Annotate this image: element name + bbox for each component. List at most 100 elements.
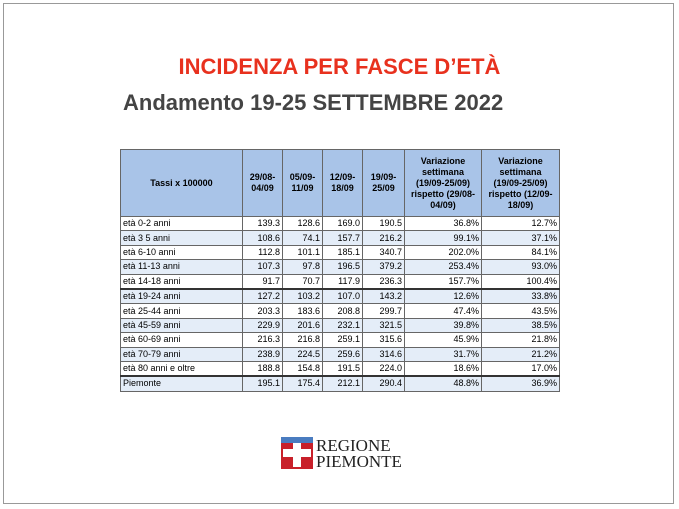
column-header: Variazione settimana (19/09-25/09) rispe… [404, 149, 482, 217]
table-cell: 39.8% [404, 317, 482, 334]
table-row: età 70-79 anni 238.9 224.5 259.6 314.6 31.7% 2… [120, 346, 560, 362]
table-cell: 108.6 [242, 230, 283, 246]
table-row: età 0-2 anni 139.3 128.6 169.0 190.5 36.8% 12.… [120, 215, 560, 232]
column-header: 12/09-18/09 [322, 149, 363, 217]
table-row: età 3 5 anni 108.6 74.1 157.7 216.2 99.1% 37.1… [120, 230, 560, 246]
table-cell: 216.3 [242, 332, 283, 348]
table-cell: 43.5% [481, 303, 560, 319]
row-label: età 70-79 anni [120, 346, 243, 362]
table-cell: 128.6 [282, 215, 323, 232]
table-cell: 99.1% [404, 230, 482, 246]
row-label: età 19-24 anni [120, 287, 243, 305]
table-cell: 48.8% [404, 375, 482, 392]
table-cell: 107.3 [242, 259, 283, 275]
table-cell: 185.1 [322, 244, 363, 261]
table-cell: 101.1 [282, 244, 323, 261]
table-cell: 97.8 [282, 259, 323, 275]
row-label: età 60-69 anni [120, 332, 243, 348]
table-cell: 202.0% [404, 244, 482, 261]
table-row: età 60-69 anni 216.3 216.8 259.1 315.6 45.9% 2… [120, 332, 560, 348]
logo-icon [281, 437, 313, 469]
title: INCIDENZA PER FASCE D’ETÀ [178, 54, 501, 79]
table-cell: 190.5 [362, 215, 405, 232]
row-label: Piemonte [120, 375, 243, 392]
column-header: 29/08-04/09 [242, 149, 283, 217]
table-cell: 212.1 [322, 375, 363, 392]
table-cell: 259.1 [322, 332, 363, 348]
table-cell: 18.6% [404, 360, 482, 377]
row-label: età 80 anni e oltre [120, 360, 243, 377]
table-cell: 224.0 [362, 360, 405, 377]
table-cell: 224.5 [282, 346, 323, 362]
column-header: Tassi x 100000 [120, 149, 243, 217]
table-cell: 169.0 [322, 215, 363, 232]
table-cell: 315.6 [362, 332, 405, 348]
table-cell: 107.0 [322, 287, 363, 305]
table-cell: 314.6 [362, 346, 405, 362]
subtitle: Andamento 19-25 SETTEMBRE 2022 [123, 90, 504, 115]
table-cell: 236.3 [362, 273, 405, 290]
table-row: età 19-24 anni 127.2 103.2 107.0 143.2 12.6% 3… [120, 287, 560, 305]
table-cell: 183.6 [282, 303, 323, 319]
row-label: età 0-2 anni [120, 215, 243, 232]
table-cell: 157.7 [322, 230, 363, 246]
column-header: Variazione settimana (19/09-25/09) rispe… [481, 149, 560, 217]
table-cell: 238.9 [242, 346, 283, 362]
table-cell: 154.8 [282, 360, 323, 377]
table-cell: 117.9 [322, 273, 363, 290]
table-cell: 47.4% [404, 303, 482, 319]
table-cell: 12.6% [404, 287, 482, 305]
logo-line: PIEMONTE [316, 452, 402, 471]
table-cell: 33.8% [481, 287, 560, 305]
table-cell: 21.2% [481, 346, 560, 362]
table-cell: 321.5 [362, 317, 405, 334]
table-row: età 25-44 anni 203.3 183.6 208.8 299.7 47.4% 4… [120, 303, 560, 319]
table-cell: 74.1 [282, 230, 323, 246]
logo-text: REGIONE PIEMONTE [316, 436, 402, 471]
table-cell: 290.4 [362, 375, 405, 392]
table-cell: 201.6 [282, 317, 323, 334]
table-cell: 31.7% [404, 346, 482, 362]
table-cell: 139.3 [242, 215, 283, 232]
table-cell: 38.5% [481, 317, 560, 334]
column-header: 19/09-25/09 [362, 149, 405, 217]
table-cell: 103.2 [282, 287, 323, 305]
table-row: età 45-59 anni 229.9 201.6 232.1 321.5 39.8% 3… [120, 317, 560, 334]
table-cell: 21.8% [481, 332, 560, 348]
slide-frame [3, 3, 674, 504]
row-label: età 14-18 anni [120, 273, 243, 290]
table-cell: 100.4% [481, 273, 560, 290]
table-cell: 127.2 [242, 287, 283, 305]
table-cell: 157.7% [404, 273, 482, 290]
table-cell: 70.7 [282, 273, 323, 290]
table-cell: 195.1 [242, 375, 283, 392]
table-cell: 259.6 [322, 346, 363, 362]
table-cell: 143.2 [362, 287, 405, 305]
table-cell: 36.9% [481, 375, 560, 392]
table-cell: 232.1 [322, 317, 363, 334]
row-label: età 45-59 anni [120, 317, 243, 334]
header-row: Tassi x 100000 29/08-04/09 05/09-11/09 12/0… [120, 149, 560, 217]
table-cell: 216.2 [362, 230, 405, 246]
table-cell: 112.8 [242, 244, 283, 261]
table-cell: 299.7 [362, 303, 405, 319]
row-label: età 25-44 anni [120, 303, 243, 319]
logo-line: REGIONE [316, 436, 391, 455]
row-label: età 6-10 anni [120, 244, 243, 261]
table-cell: 229.9 [242, 317, 283, 334]
table-cell: 12.7% [481, 215, 560, 232]
row-label: età 11-13 anni [120, 259, 243, 275]
table-cell: 379.2 [362, 259, 405, 275]
table-cell: 196.5 [322, 259, 363, 275]
table-cell: 340.7 [362, 244, 405, 261]
data-table: Tassi x 100000 29/08-04/09 05/09-11/09 12/0… [120, 149, 560, 392]
table-cell: 203.3 [242, 303, 283, 319]
table-cell: 84.1% [481, 244, 560, 261]
table-cell: 45.9% [404, 332, 482, 348]
table-cell: 17.0% [481, 360, 560, 377]
table-cell: 93.0% [481, 259, 560, 275]
table-cell: 91.7 [242, 273, 283, 290]
table-row: età 11-13 anni 107.3 97.8 196.5 379.2 253.4% 9… [120, 259, 560, 275]
table-row: età 14-18 anni 91.7 70.7 117.9 236.3 157.7% 10… [120, 273, 560, 290]
